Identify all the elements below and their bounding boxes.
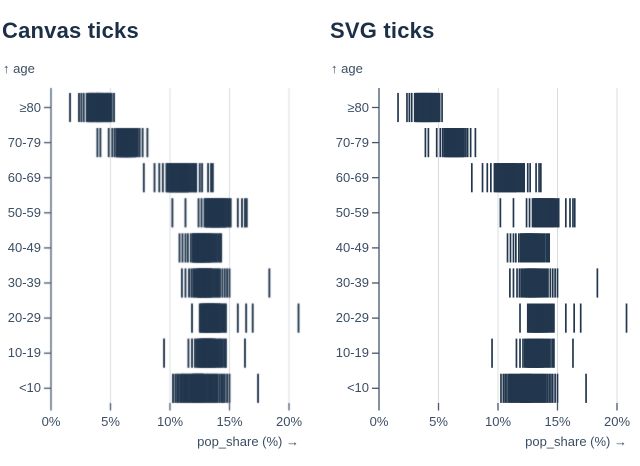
svg-tick-plot	[372, 88, 628, 411]
tick-chart-canvas: pop_share (%) → ≥80 70-79 60-69 50-59 40-49 3…	[1, 84, 319, 456]
figure-title: SVG ticks	[330, 18, 435, 43]
canvas-tick-plot	[1, 84, 319, 456]
tick-chart-svg: pop_share (%) → ≥80 70-79 60-69 50-59 40-49 3…	[329, 84, 640, 456]
y-axis-label: ↑ age	[331, 61, 363, 76]
figure-svg-ticks: SVG ticks ↑ age pop_share (%) → ≥80 70-79…	[329, 0, 640, 466]
figure-title: Canvas ticks	[2, 18, 139, 43]
figure-canvas-ticks: Canvas ticks ↑ age pop_share (%) → ≥80 70…	[1, 0, 319, 466]
y-axis-label: ↑ age	[3, 61, 35, 76]
